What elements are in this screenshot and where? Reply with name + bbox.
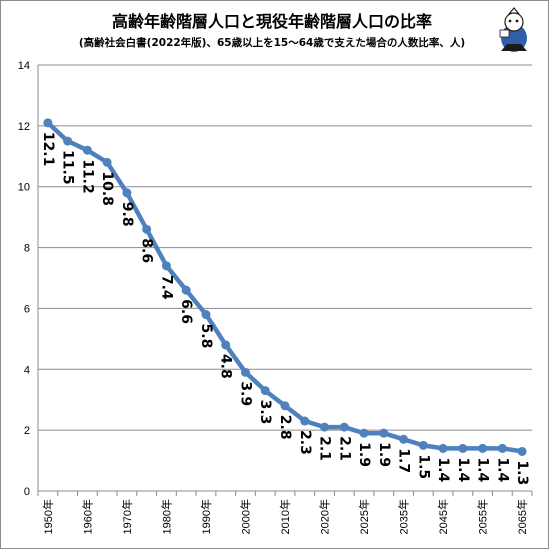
data-label: 8.6 [139, 238, 155, 263]
data-point [399, 434, 409, 444]
data-point [379, 428, 389, 438]
data-point [458, 443, 468, 453]
y-tick-label: 0 [24, 486, 30, 498]
data-label: 1.4 [435, 457, 451, 482]
data-point [240, 367, 250, 377]
data-label: 3.9 [237, 381, 253, 406]
data-point [517, 446, 527, 456]
axis-layer: 0 2 4 6 8 10 12 14 1950年 1960年 1970年 1980年 1990年 2000… [18, 60, 533, 534]
data-label: 1.9 [356, 442, 372, 467]
y-tick-label: 6 [24, 303, 30, 315]
data-label: 1.4 [455, 457, 471, 482]
data-label: 1.4 [494, 457, 510, 482]
series-layer [43, 118, 527, 456]
chart-subtitle: (高齢社会白書(2022年版)、65歳以上を15～64歳で支えた場合の人数比率、… [79, 36, 465, 49]
chart-title: 高齢年齢階層人口と現役年齢階層人口の比率 [112, 12, 432, 31]
data-point [221, 340, 231, 350]
data-label: 7.4 [158, 275, 174, 300]
x-tick-label: 1980年 [159, 499, 173, 534]
data-point [280, 401, 290, 411]
label-layer: 12.111.5 11.2 10.89.88.67.46.65.84.83.93.3… [40, 132, 530, 485]
data-point [339, 422, 349, 432]
mascot-icon [499, 7, 527, 52]
data-label: 2.8 [277, 415, 293, 440]
x-tick-label: 1990年 [199, 499, 213, 534]
x-tick-label: 2035年 [397, 499, 411, 534]
data-label: 2.1 [317, 436, 333, 461]
data-point [63, 136, 73, 146]
y-tick-label: 4 [24, 364, 30, 376]
data-point [497, 443, 507, 453]
data-point [161, 261, 171, 271]
data-point [300, 416, 310, 426]
data-point [122, 188, 132, 198]
data-label: 6.6 [178, 299, 194, 324]
y-tick-label: 10 [18, 182, 30, 194]
x-tick-label: 1970年 [120, 499, 134, 534]
data-label: 1.4 [475, 457, 491, 482]
data-label: 12.1 [40, 132, 56, 167]
data-point [201, 310, 211, 320]
data-label: 5.8 [198, 324, 214, 349]
data-point [82, 145, 92, 155]
x-tick-label: 1950年 [41, 499, 55, 534]
x-tick-label: 2000年 [238, 499, 252, 534]
data-label: 10.8 [99, 171, 115, 206]
x-tick-label: 2025年 [357, 499, 371, 534]
data-label: 11.2 [79, 159, 95, 194]
data-point [142, 224, 152, 234]
data-point [43, 118, 53, 128]
data-label: 4.8 [218, 354, 234, 379]
data-label: 1.9 [376, 442, 392, 467]
x-tick-label: 2010年 [278, 499, 292, 534]
data-point [478, 443, 488, 453]
x-tick-label: 1960年 [80, 499, 94, 534]
data-point [359, 428, 369, 438]
data-point [102, 157, 112, 167]
x-tick-label: 2055年 [476, 499, 490, 534]
x-tick-label: 2020年 [318, 499, 332, 534]
data-label: 1.5 [415, 454, 431, 479]
data-label: 2.3 [297, 430, 313, 455]
data-label: 9.8 [119, 202, 135, 227]
y-tick-label: 2 [24, 425, 30, 437]
data-point [260, 386, 270, 396]
data-label: 2.1 [336, 436, 352, 461]
data-point [438, 443, 448, 453]
data-label: 11.5 [60, 150, 76, 185]
data-label: 3.3 [257, 400, 273, 425]
x-tick-label: 2045年 [436, 499, 450, 534]
y-tick-label: 14 [18, 60, 30, 72]
data-label: 1.3 [514, 460, 530, 485]
data-label: 1.7 [396, 448, 412, 473]
data-point [418, 440, 428, 450]
y-tick-label: 8 [24, 243, 30, 255]
data-point [181, 285, 191, 295]
y-tick-label: 12 [18, 121, 30, 133]
data-point [320, 422, 330, 432]
x-tick-label: 2065年 [515, 499, 529, 534]
